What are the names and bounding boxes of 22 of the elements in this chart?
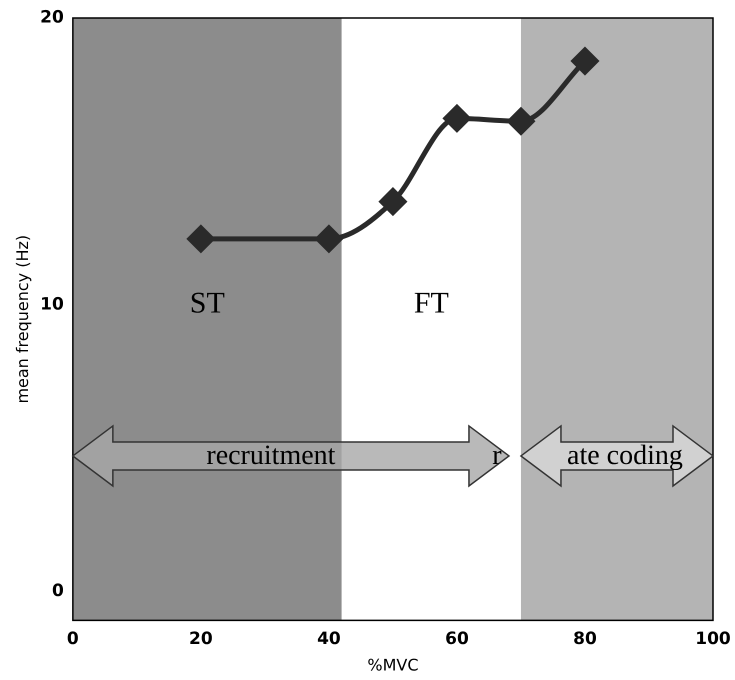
band-label: FT <box>414 286 449 320</box>
point <box>443 104 470 132</box>
point <box>187 225 214 252</box>
annotation: ate coding <box>567 440 683 471</box>
x-tick-label: 0 <box>66 629 79 650</box>
y-tick-label: 0 <box>52 581 64 602</box>
x-tick-label: 20 <box>189 629 213 650</box>
point <box>379 188 406 216</box>
point <box>507 108 534 135</box>
x-tick-label: 100 <box>695 629 731 650</box>
point <box>315 225 342 252</box>
point <box>571 48 598 75</box>
x-axis-title: %MVC <box>367 656 418 675</box>
annotation: recruitment <box>206 440 336 471</box>
band-label: ST <box>190 286 225 320</box>
y-tick-label: 20 <box>40 7 64 28</box>
y-tick-label: 10 <box>40 294 64 314</box>
annotation: r <box>492 440 502 471</box>
y-axis-title: mean frequency (Hz) <box>12 234 32 404</box>
x-tick-label: 80 <box>573 629 597 650</box>
x-tick-label: 40 <box>317 629 341 650</box>
x-tick-label: 60 <box>445 629 469 650</box>
